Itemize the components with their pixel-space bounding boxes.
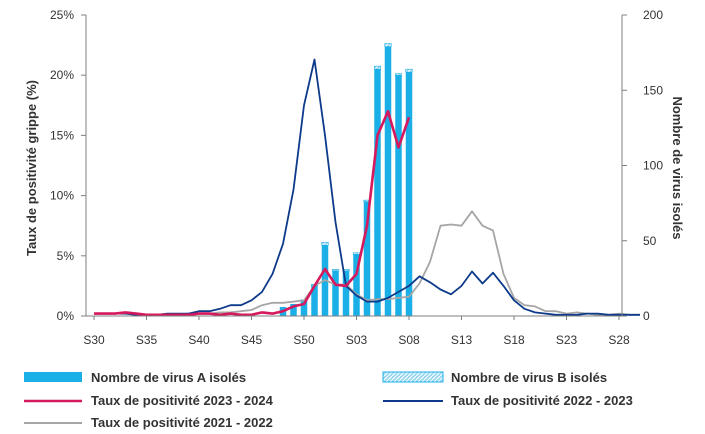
bar-virus-a xyxy=(395,75,402,316)
bar-virus-a xyxy=(311,285,318,316)
legend-label-virus-b: Nombre de virus B isolés xyxy=(451,370,607,385)
bar-virus-b xyxy=(352,252,361,255)
left-tick-label: 15% xyxy=(50,128,74,142)
legend-label-virus-a: Nombre de virus A isolés xyxy=(91,370,246,385)
bar-virus-a xyxy=(405,72,413,316)
x-tick-label: S08 xyxy=(398,333,420,347)
bar-virus-b xyxy=(331,269,340,272)
bar-virus-a xyxy=(363,201,371,316)
y2-axis-title: Nombre de virus isolés xyxy=(670,96,685,239)
bar-virus-a xyxy=(384,46,392,316)
x-tick-label: S40 xyxy=(188,333,210,347)
left-tick-label: 5% xyxy=(57,249,75,263)
right-tick-label: 200 xyxy=(643,8,663,22)
bar-virus-b xyxy=(405,68,413,73)
bar-virus-b xyxy=(394,73,403,76)
right-tick-label: 0 xyxy=(643,309,650,323)
left-tick-label: 10% xyxy=(50,189,74,203)
left-axis-ticks: 0% 5% 10% 15% 20% 25% xyxy=(50,8,86,323)
bar-virus-b xyxy=(373,65,382,70)
bar-virus-a xyxy=(353,254,360,316)
legend-swatch-virus-b xyxy=(382,371,444,383)
right-tick-label: 50 xyxy=(643,234,657,248)
bar-virus-a xyxy=(290,303,297,316)
y-axis-title: Taux de positivité grippe (%) xyxy=(24,80,39,256)
legend-label-2021-2022: Taux de positivité 2021 - 2022 xyxy=(91,415,273,430)
right-tick-label: 150 xyxy=(643,83,663,97)
x-tick-label: S13 xyxy=(451,333,473,347)
x-tick-label: S50 xyxy=(293,333,315,347)
left-tick-label: 0% xyxy=(57,309,75,323)
left-tick-label: 25% xyxy=(50,8,74,22)
bar-virus-a xyxy=(300,299,308,316)
legend: Nombre de virus A isolés Nombre de virus… xyxy=(24,370,633,430)
line-2023-2024 xyxy=(94,110,411,317)
legend-label-2023-2024: Taux de positivité 2023 - 2024 xyxy=(91,393,274,408)
x-tick-label: S45 xyxy=(241,333,263,347)
bar-virus-a xyxy=(332,270,339,316)
bars-layer xyxy=(279,43,413,317)
x-tick-label: S28 xyxy=(608,333,630,347)
x-tick-label: S23 xyxy=(556,333,578,347)
bar-virus-a xyxy=(374,69,381,317)
bar-virus-b xyxy=(384,43,392,47)
x-tick-label: S30 xyxy=(83,333,105,347)
x-tick-label: S18 xyxy=(503,333,525,347)
legend-label-2022-2023: Taux de positivité 2022 - 2023 xyxy=(451,393,633,408)
right-axis-ticks: 0 50 100 150 200 xyxy=(622,8,663,323)
x-tick-label: S03 xyxy=(346,333,368,347)
bar-virus-b xyxy=(321,241,329,246)
legend-swatch-virus-a xyxy=(24,372,82,382)
x-tick-label: S35 xyxy=(136,333,158,347)
lines-layer xyxy=(94,58,640,317)
right-tick-label: 100 xyxy=(643,159,663,173)
left-tick-label: 20% xyxy=(50,68,74,82)
x-axis-ticks: S30 S35 S40 S45 S50 S03 S08 S13 S18 S23 S28 xyxy=(83,316,630,347)
bar-virus-a xyxy=(342,270,350,316)
